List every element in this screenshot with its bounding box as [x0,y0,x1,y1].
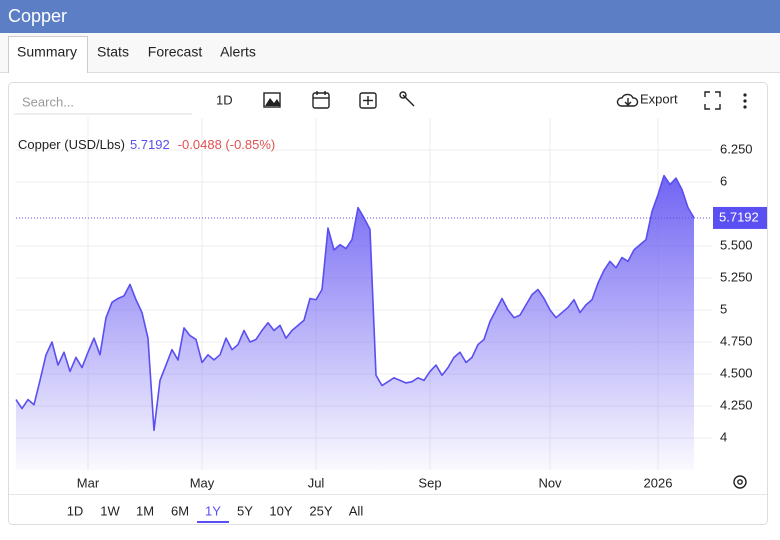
range-button[interactable]: 1D [67,503,84,518]
header-bar [0,0,780,33]
x-tick-label: 2026 [644,475,673,490]
y-tick-label: 6 [720,173,727,188]
fullscreen-icon[interactable] [704,91,721,110]
x-tick-label: Jul [308,475,325,490]
tab-bar [0,33,780,73]
y-tick-label: 5.250 [720,269,753,284]
menu-icon[interactable] [743,93,747,109]
legend-value: 5.7192 [130,137,170,152]
y-tick-label: 4.250 [720,397,753,412]
export-label: Export [640,91,678,106]
add-icon[interactable] [359,92,377,109]
legend-name: Copper (USD/Lbs) [18,137,125,152]
area [16,175,694,470]
range-button[interactable]: 1M [136,503,154,518]
legend-change: -0.0488 (-0.85%) [178,137,276,152]
x-tick-label: May [190,475,215,490]
range-button[interactable]: 5Y [237,503,253,518]
range-button[interactable]: 1W [100,503,120,518]
active-tab-box [8,36,88,73]
y-tick-label: 4.750 [720,333,753,348]
x-tick-label: Sep [418,475,441,490]
last-value-label: 5.7192 [719,209,759,224]
range-button[interactable]: 6M [171,503,189,518]
header-title: Copper [8,6,67,26]
last-value-box [713,206,767,229]
tab[interactable]: Stats [97,44,129,60]
line [15,174,695,432]
chart-type-icon[interactable] [263,92,281,108]
y-tick-label: 6.250 [720,141,753,156]
y-tick-label: 5 [720,301,727,316]
plot: Mar May Jul Sep Nov 2026 4 4.250 4.500 4.750 5 5.25… [15,118,767,490]
export-button[interactable]: Export [616,91,678,107]
legend: Copper (USD/Lbs) 5.7192 -0.0488 (-0.85%) [18,137,275,152]
range-button[interactable]: 25Y [309,503,332,518]
y-tick-label: 4 [720,429,727,444]
tabs: Summary Stats Forecast Alerts [8,36,256,73]
y-tick-label: 4.500 [720,365,753,380]
range-button[interactable]: 1Y [205,503,221,518]
x-tick-label: Mar [77,475,100,490]
tab[interactable]: Summary [17,44,77,60]
tab[interactable]: Forecast [148,44,203,60]
range-buttons: 1D 1W 1M 6M 1Y 5Y 10Y 25Y All [67,503,364,523]
tools-icon[interactable] [399,91,415,107]
settings-icon[interactable] [733,475,747,489]
calendar-icon[interactable] [312,91,330,109]
range-button[interactable]: All [349,503,364,518]
interval-button[interactable]: 1D [216,92,233,107]
y-tick-label: 5.500 [720,237,753,252]
search-input[interactable]: Search... [22,94,74,109]
range-button[interactable]: 10Y [269,503,292,518]
tab[interactable]: Alerts [220,44,256,60]
x-tick-label: Nov [538,475,562,490]
